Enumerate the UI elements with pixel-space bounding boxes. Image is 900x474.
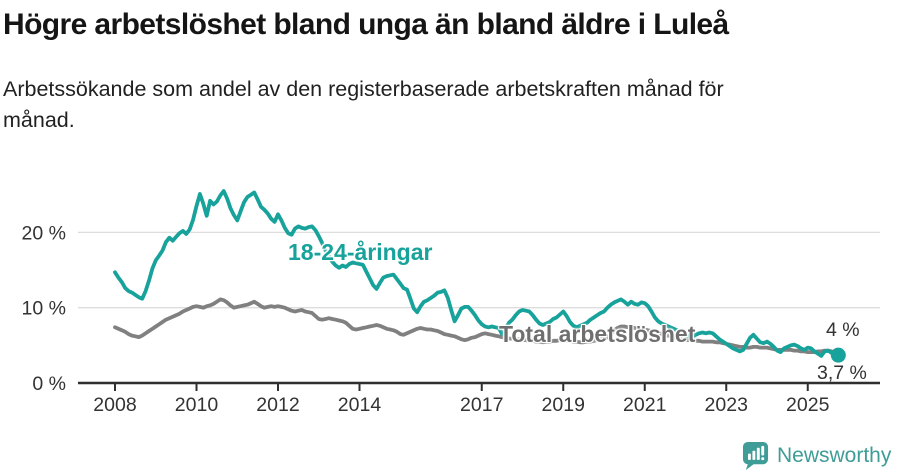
line-18-24-aringar <box>113 189 841 358</box>
end-value-label-total: 4 % <box>826 319 860 341</box>
series-label-total: Total arbetslöshet <box>499 321 696 347</box>
chart-subtitle-line1: Arbetssökande som andel av den registerb… <box>3 77 724 101</box>
newsworthy-speech-bubble-barchart-icon <box>742 441 769 471</box>
chart-subtitle-line2: månad. <box>3 108 75 132</box>
end-point-dot-youth <box>830 347 846 363</box>
newsworthy-logo: Newsworthy <box>742 441 891 471</box>
chart-title: Högre arbetslöshet bland unga än bland ä… <box>3 8 729 41</box>
x-axis-tick-label: 2014 <box>338 394 382 416</box>
x-axis-tick-label: 2019 <box>542 394 585 416</box>
line-total-arbetsloshet <box>113 297 841 355</box>
y-axis-tick-label: 20 % <box>22 222 66 244</box>
x-axis-tick-label: 2012 <box>256 394 299 416</box>
x-axis-tick-label: 2025 <box>786 394 830 416</box>
x-axis-tick-label: 2008 <box>93 394 136 416</box>
x-axis-tick-label: 2023 <box>705 394 748 416</box>
y-axis-tick-label: 0 % <box>32 373 66 395</box>
series-label-youth: 18-24-åringar <box>288 239 433 265</box>
newsworthy-logo-text: Newsworthy <box>777 444 892 467</box>
x-axis-tick-label: 2010 <box>175 394 219 416</box>
x-axis-tick-label: 2017 <box>460 394 503 416</box>
x-axis-tick-label: 2021 <box>623 394 666 416</box>
y-axis-tick-label: 10 % <box>22 298 66 320</box>
end-value-label-youth: 3,7 % <box>817 362 867 384</box>
